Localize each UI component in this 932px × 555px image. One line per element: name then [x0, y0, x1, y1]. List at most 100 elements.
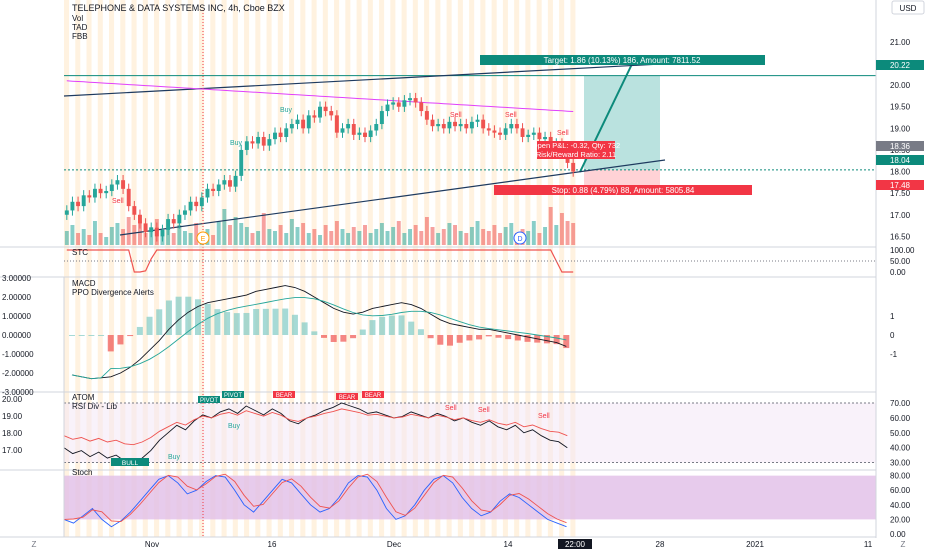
stc-tick: 100.00 — [890, 246, 915, 255]
candle-body — [284, 128, 289, 137]
bear-tag-3 — [362, 391, 384, 398]
candle-body — [160, 229, 165, 237]
rsi-buy-tag-2: Buy — [228, 423, 241, 430]
candle-body — [149, 227, 154, 233]
macd-histogram-bar — [301, 322, 308, 335]
candle-body — [228, 180, 232, 187]
earnings-marker[interactable] — [196, 231, 210, 245]
candle-body — [216, 184, 221, 191]
session-band — [232, 0, 238, 537]
candle-body — [323, 106, 328, 112]
volume-bar — [559, 213, 564, 245]
volume-bar — [143, 233, 148, 245]
candle-body — [250, 141, 255, 144]
candle-body — [351, 124, 356, 135]
pivot-text-2: PIVOT — [224, 393, 242, 399]
volume-bar — [166, 229, 171, 245]
volume-bar — [216, 221, 221, 245]
session-band — [514, 0, 520, 537]
session-band — [131, 0, 137, 537]
session-band — [525, 0, 531, 537]
currency-button[interactable] — [891, 0, 925, 15]
volume-bar — [419, 231, 424, 245]
candle-body — [458, 124, 463, 127]
macd-histogram-bar — [204, 303, 211, 335]
stoch-tick: 80.00 — [890, 472, 911, 481]
rsi-line — [63, 402, 568, 464]
session-band — [142, 0, 148, 537]
candle-body — [509, 124, 514, 129]
macd-left-tick: 1.00000 — [2, 312, 31, 321]
rsi-signal-line — [63, 408, 568, 446]
axis-scale-toggle[interactable]: Z — [32, 540, 37, 549]
zoom-toggle[interactable]: Z — [901, 540, 906, 549]
candle-body — [115, 180, 120, 185]
candle-body — [295, 119, 300, 125]
macd-histogram-bar — [127, 335, 134, 337]
volume-bar — [481, 229, 486, 245]
candle-body — [267, 139, 272, 146]
candle-body — [526, 134, 531, 137]
candle-body — [194, 201, 199, 207]
stoch-band — [64, 475, 876, 520]
candle-body — [171, 219, 176, 224]
chart-title: TELEPHONE & DATA SYSTEMS INC, 4h, Cboe B… — [72, 3, 285, 13]
rsi-right-tick: 30.00 — [890, 459, 911, 468]
candle-body — [211, 188, 216, 191]
price-candles — [64, 92, 576, 242]
session-band — [345, 0, 351, 537]
candle-body — [334, 115, 339, 133]
candle-body — [109, 184, 114, 191]
macd-histogram-bar — [165, 300, 172, 335]
dividend-marker[interactable] — [513, 231, 527, 245]
session-band — [379, 0, 385, 537]
volume-bar — [194, 223, 199, 245]
macd-histogram-bar — [175, 296, 182, 335]
macd-histogram-bar — [437, 335, 444, 345]
candle-body — [464, 124, 469, 129]
macd-histogram-bar — [78, 335, 85, 336]
macd-histogram-bar — [398, 315, 405, 335]
macd-histogram-bar — [427, 335, 434, 339]
bear-text-3: BEAR — [365, 393, 382, 399]
bull-tag — [111, 458, 149, 466]
candle-body — [441, 124, 446, 129]
session-band — [356, 0, 362, 537]
lower-trendline — [119, 159, 666, 236]
candle-body — [329, 111, 334, 116]
macd-histogram-bar — [107, 335, 114, 352]
macd-histogram-bar — [117, 335, 124, 345]
candle-body — [436, 124, 441, 127]
volume-bar — [408, 229, 412, 245]
stoch-d-line — [63, 473, 567, 524]
macd-histogram-bar — [330, 335, 337, 342]
candle-body — [222, 180, 227, 185]
session-band — [435, 0, 441, 537]
volume-bar — [363, 225, 367, 245]
currency-label: USD — [900, 4, 917, 13]
macd-histogram-bar — [272, 308, 279, 335]
session-band — [64, 0, 70, 537]
macd-histogram-bar — [553, 335, 560, 345]
volume-bar — [137, 221, 142, 245]
volume-bar — [430, 227, 435, 245]
session-band — [86, 0, 92, 537]
macd-left-tick: -2.00000 — [2, 369, 34, 378]
candle-body — [419, 102, 424, 112]
candle-body — [239, 149, 244, 176]
stoch-tick: 20.00 — [890, 515, 911, 524]
macd-left-tick: -1.00000 — [2, 350, 34, 359]
signal-line — [71, 297, 567, 380]
volume-bar — [368, 233, 373, 245]
indicator-fbb: FBB — [72, 32, 88, 41]
volume-bar — [132, 225, 137, 245]
volume-bar — [565, 221, 570, 245]
macd-right-tick: 0 — [890, 331, 895, 340]
stop-price-tag — [876, 180, 924, 190]
price-tick: 18.00 — [890, 168, 911, 177]
candle-body — [469, 121, 474, 129]
volume-bar — [475, 221, 480, 245]
volume-bar — [244, 227, 249, 245]
buy-tag-2: Buy — [280, 107, 293, 114]
